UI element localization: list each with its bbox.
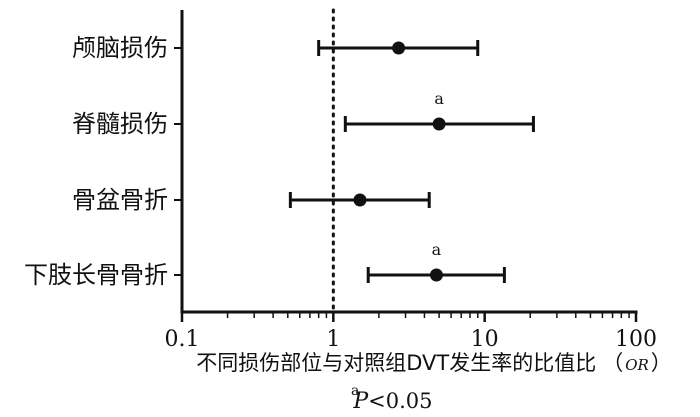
point-estimate [392, 41, 406, 55]
point-estimate [429, 268, 443, 282]
x-axis-title: 不同损伤部位与对照组DVT发生率的比值比（OR） [196, 351, 672, 375]
category-label: 下肢长骨骨折 [24, 261, 168, 289]
footnote-p-symbol: P [352, 389, 369, 414]
footnote-sig-mark: a [351, 383, 359, 399]
axes [174, 10, 638, 322]
footnote: aP<0.05 [351, 383, 433, 414]
x-tick-labels: 0.1 1 10 100 [165, 327, 658, 352]
x-tick-label: 100 [615, 327, 657, 352]
footnote-threshold: <0.05 [368, 389, 432, 413]
x-axis-title-or: OR [625, 356, 649, 374]
x-tick-label: 10 [471, 327, 499, 352]
significance-mark: a [434, 89, 444, 108]
significance-mark: a [432, 240, 442, 259]
x-axis-title-close-paren: ） [651, 351, 672, 375]
x-tick-label: 1 [326, 327, 340, 352]
point-estimate [432, 117, 446, 131]
category-label: 骨盆骨折 [72, 186, 168, 214]
category-label: 脊髓损伤 [72, 110, 168, 138]
point-estimate [353, 193, 367, 207]
confidence-intervals: aa [288, 40, 535, 283]
x-tick-label: 0.1 [165, 327, 200, 352]
x-axis-title-open-paren: （ [602, 351, 623, 375]
x-axis-title-text: 不同损伤部位与对照组DVT发生率的比值比 [196, 351, 596, 375]
category-label: 颅脑损伤 [72, 34, 168, 62]
